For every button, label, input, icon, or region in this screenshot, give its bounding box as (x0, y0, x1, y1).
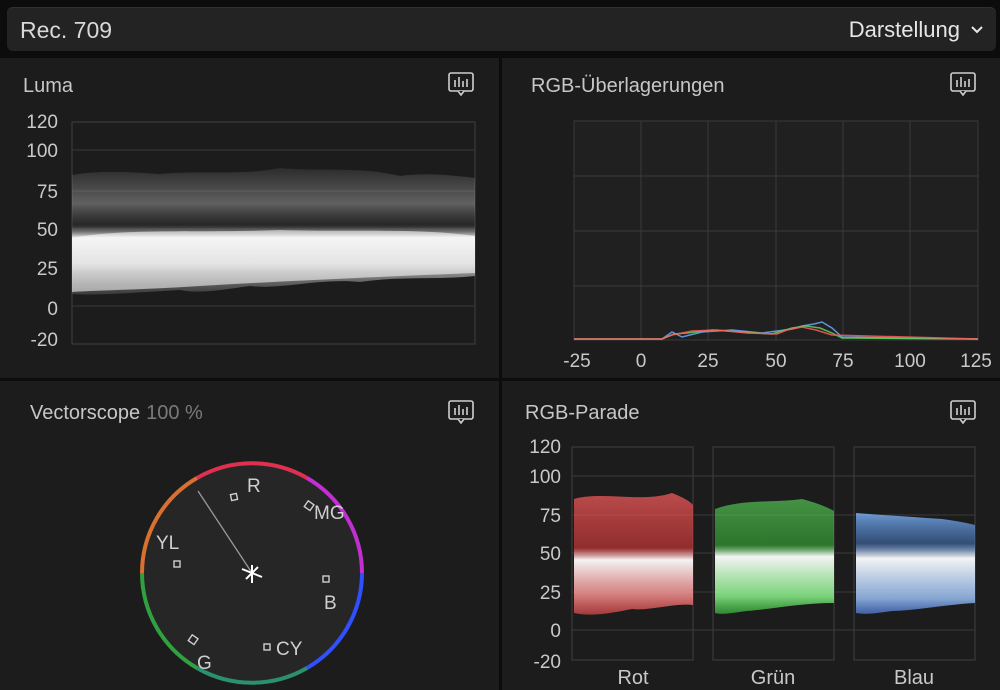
luma-axis-label: 0 (47, 299, 58, 320)
vectorscope-title-text: Vectorscope (30, 402, 141, 424)
display-menu-label: Darstellung (848, 17, 960, 42)
vectorscope-target-label: YL (156, 533, 179, 554)
waveform-settings-icon[interactable] (448, 400, 474, 425)
rgb-overlay-histogram: -25 0 25 50 75 100 125 (563, 120, 992, 372)
vectorscope-target-label: R (247, 476, 261, 497)
rgb-overlay-axis-label: 75 (832, 351, 853, 372)
vectorscope-target-label: CY (276, 639, 303, 660)
parade-channel-label: Rot (617, 667, 649, 689)
luma-panel: Luma (0, 58, 499, 378)
luma-axis-label: 120 (26, 112, 58, 133)
luma-axis-label: 25 (37, 259, 58, 280)
display-menu-button[interactable]: Darstellung (849, 17, 984, 43)
waveform-settings-icon[interactable] (950, 72, 976, 97)
rgb-overlay-title: RGB-Überlagerungen (531, 75, 725, 97)
rgb-overlay-axis-label: 100 (894, 351, 926, 372)
waveform-settings-icon[interactable] (448, 72, 474, 97)
rgb-overlay-axis-label: 0 (636, 351, 647, 372)
rgb-overlay-axis-label: 125 (960, 351, 992, 372)
parade-axis-label: 75 (540, 506, 561, 527)
color-space-label: Rec. 709 (20, 17, 113, 43)
luma-waveform: 120 100 75 50 25 0 -20 (26, 112, 476, 351)
parade-channel-label: Blau (894, 667, 934, 689)
vectorscope-title: Vectorscope 100 % (30, 402, 203, 425)
rgb-parade-title: RGB-Parade (525, 402, 640, 424)
parade-channel-label: Grün (751, 667, 795, 689)
parade-axis-label: 50 (540, 544, 561, 565)
parade-axis-label: -20 (534, 652, 561, 673)
vectorscope-zoom[interactable]: 100 % (146, 402, 203, 424)
parade-axis-label: 25 (540, 583, 561, 604)
vectorscope-graph: R MG YL B G CY (140, 461, 364, 685)
parade-axis-label: 120 (529, 437, 561, 458)
vectorscope-target-label: B (324, 593, 337, 614)
rgb-overlay-panel: RGB-Überlagerungen -25 0 (502, 58, 1000, 378)
vectorscope-target-label: MG (314, 503, 345, 524)
luma-axis-label: -20 (31, 330, 58, 351)
luma-axis-label: 75 (37, 182, 58, 203)
luma-axis-label: 50 (37, 220, 58, 241)
rgb-overlay-axis-label: 50 (765, 351, 786, 372)
rgb-parade-graph: 120 100 75 50 25 0 -20 Rot Grün Blau (529, 437, 976, 689)
luma-title: Luma (23, 75, 74, 97)
scope-header-bar: Rec. 709 Darstellung (7, 7, 996, 51)
rgb-overlay-axis-label: 25 (697, 351, 718, 372)
vectorscope-target-label: G (197, 653, 212, 674)
vectorscope-panel: Vectorscope 100 % (0, 381, 499, 690)
luma-axis-label: 100 (26, 141, 58, 162)
chevron-down-icon (971, 26, 983, 34)
parade-axis-label: 100 (529, 467, 561, 488)
rgb-overlay-axis-label: -25 (563, 351, 590, 372)
parade-axis-label: 0 (550, 621, 561, 642)
rgb-parade-panel: RGB-Parade (502, 381, 1000, 690)
waveform-settings-icon[interactable] (950, 400, 976, 425)
